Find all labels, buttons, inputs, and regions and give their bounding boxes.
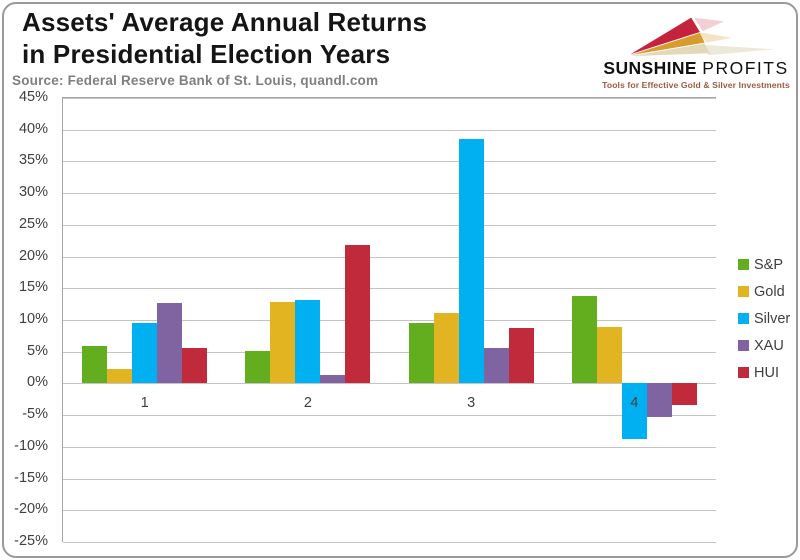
legend-label: S&P (754, 256, 784, 273)
logo-tagline: Tools for Effective Gold & Silver Invest… (602, 80, 790, 90)
y-tick-label: 15% (18, 279, 48, 296)
y-gridline (63, 161, 716, 163)
bar (646, 383, 672, 418)
legend-swatch (738, 259, 749, 270)
bar (345, 245, 371, 384)
y-gridline (63, 129, 716, 131)
chart-title-line1: Assets' Average Annual Returns (22, 7, 428, 37)
y-gridline (63, 510, 716, 512)
bar (107, 369, 133, 384)
source-note: Source: Federal Reserve Bank of St. Loui… (12, 73, 379, 88)
bar (508, 328, 534, 384)
bar (157, 302, 183, 384)
y-tick-label: 10% (18, 311, 48, 327)
legend-item: S&P (738, 251, 790, 278)
y-tick-label: -25% (14, 533, 48, 549)
chart-title-line2: in Presidential Election Years (22, 39, 391, 69)
y-tick-label: -20% (14, 501, 48, 518)
legend-item: HUI (738, 359, 790, 386)
logo-brand-primary: SUNSHINE (603, 58, 698, 78)
legend-swatch (738, 367, 749, 378)
logo-brand-text: SUNSHINE PROFITS (598, 58, 794, 79)
bar (320, 375, 346, 384)
sunshine-profits-logo: SUNSHINE PROFITS Tools for Effective Gol… (598, 6, 794, 90)
y-tick-label: 20% (18, 247, 48, 264)
y-tick-label: 35% (18, 152, 48, 169)
y-tick-label: -15% (14, 469, 48, 486)
chart-title: Assets' Average Annual Returns in Presid… (22, 6, 427, 70)
bar (571, 295, 597, 384)
legend: S&P Gold Silver XAU HUI (738, 251, 790, 386)
y-gridline (63, 415, 716, 417)
y-tick-label: 30% (18, 184, 48, 201)
legend-item: Silver (738, 305, 790, 332)
y-gridline (63, 256, 716, 258)
y-tick-label: 40% (18, 120, 48, 137)
y-tick-label: 0% (27, 374, 48, 391)
legend-item: XAU (738, 332, 790, 359)
plot-area: 1 2 3 4 (62, 97, 716, 543)
bar (270, 302, 296, 384)
legend-swatch (738, 313, 749, 324)
x-category-label: 1 (140, 395, 149, 412)
x-category-label: 2 (303, 395, 312, 412)
y-gridline (63, 383, 716, 385)
bar (82, 346, 108, 384)
bar (433, 313, 459, 384)
bar (132, 323, 158, 384)
y-gridline (63, 193, 716, 195)
bar (458, 138, 484, 384)
y-gridline (63, 320, 716, 321)
bar (483, 347, 509, 384)
legend-label: HUI (754, 364, 779, 381)
y-tick-label: -5% (22, 406, 48, 423)
legend-item: Gold (738, 278, 790, 305)
bar (596, 326, 622, 384)
y-gridline (63, 446, 716, 448)
y-tick-label: 45% (18, 89, 48, 105)
bar (671, 383, 697, 405)
bar (245, 351, 271, 384)
legend-swatch (738, 340, 749, 351)
y-gridline (63, 288, 716, 290)
legend-label: XAU (754, 337, 784, 354)
y-tick-label: 5% (27, 342, 48, 359)
bar (408, 323, 434, 384)
legend-swatch (738, 286, 749, 297)
y-tick-label: -10% (14, 437, 48, 454)
y-gridline (63, 478, 716, 480)
y-tick-label: 25% (18, 215, 48, 232)
y-gridline (63, 224, 716, 226)
y-gridline (63, 351, 716, 353)
bar (621, 383, 647, 439)
legend-label: Gold (754, 283, 785, 300)
logo-arrows-icon (630, 17, 775, 57)
logo-brand-secondary: PROFITS (702, 58, 789, 78)
y-gridline (63, 98, 716, 99)
legend-label: Silver (754, 310, 791, 327)
x-category-label: 4 (630, 395, 639, 412)
x-category-label: 3 (467, 395, 476, 412)
y-gridline (63, 542, 716, 543)
bar (182, 347, 208, 384)
bar (295, 299, 321, 384)
